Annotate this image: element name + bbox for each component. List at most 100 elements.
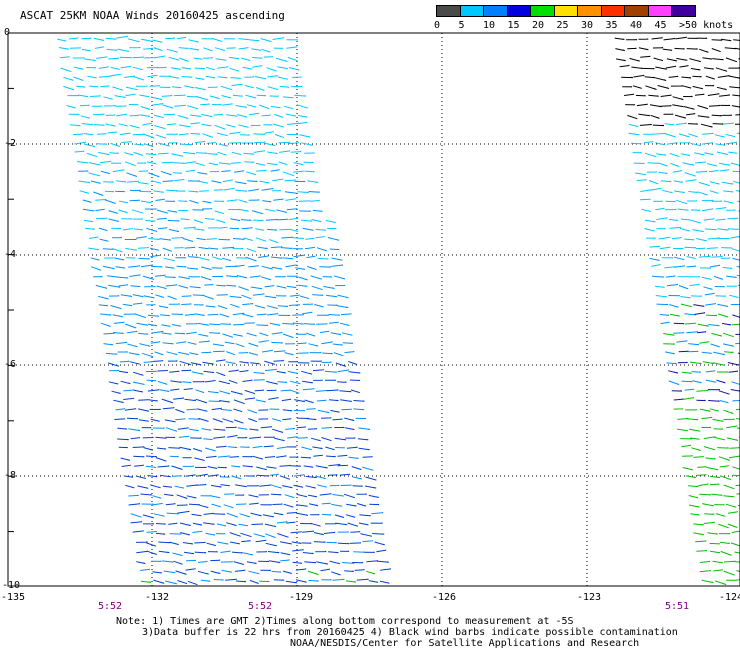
wind-barb [329,560,341,565]
wind-barb [670,162,680,167]
wind-barb [162,247,173,252]
wind-barb [680,218,691,221]
wind-barb [276,209,288,213]
wind-barb [723,190,734,193]
wind-barb [683,106,695,110]
wind-barb [118,209,128,214]
wind-barb [720,257,731,259]
wind-barb [103,104,116,107]
wind-barb [160,314,170,317]
wind-barb [180,532,190,536]
wind-barb [112,248,123,253]
wind-barb [215,359,226,362]
wind-barb [69,37,79,40]
legend-label: 30 [581,20,594,31]
wind-barb [198,340,210,343]
wind-barb [684,322,696,325]
wind-barb [95,284,108,289]
wind-barb [632,85,642,89]
wind-barb [210,559,221,562]
wind-barb [199,190,209,192]
wind-barb [282,323,295,325]
wind-barb [684,313,696,316]
wind-barb [196,237,206,241]
wind-barb [302,303,314,305]
wind-barb [630,142,642,145]
wind-barb [226,522,237,527]
wind-barb [228,369,239,372]
wind-barb [271,331,283,335]
wind-barb [95,217,108,219]
wind-barb [168,447,181,449]
wind-barb [705,379,717,383]
wind-barb [708,104,721,107]
wind-barb [655,66,667,70]
wind-barb [321,502,331,505]
wind-barb [274,437,285,442]
wind-barb [162,407,175,410]
wind-barb [635,94,646,97]
wind-barb [734,551,740,554]
wind-barb [248,112,260,116]
wind-barb [292,237,304,239]
wind-barb [217,466,227,469]
wind-barb [278,141,291,144]
wind-barb [162,560,174,563]
wind-barb [177,115,189,119]
wind-barb [306,332,316,337]
wind-barb [657,85,670,89]
wind-barb [287,370,299,374]
wind-barb [640,55,651,58]
wind-barb [715,143,726,146]
wind-barb [280,389,291,392]
wind-barb [662,48,673,51]
wind-barb [226,124,236,128]
wind-barb [155,532,166,535]
wind-barb [169,76,180,79]
wind-barb [74,141,86,145]
wind-barb [307,265,317,271]
wind-barb [184,313,195,316]
wind-barb [296,104,308,109]
legend-label: 45 [654,20,667,31]
wind-barb [174,94,186,97]
wind-barb [663,333,675,336]
wind-barb [108,381,119,385]
wind-barb [276,285,287,289]
wind-barb [723,495,735,498]
wind-barb [203,522,215,525]
wind-barb [290,150,302,153]
wind-barb [113,332,124,334]
wind-barb [675,36,687,40]
wind-barb [668,75,679,78]
wind-barb [181,67,192,70]
wind-barb [143,295,155,299]
wind-barb [717,447,729,449]
wind-barb [229,56,240,60]
wind-barb [104,190,115,193]
wind-barb [728,511,739,514]
wind-barb [237,114,248,118]
wind-barb [216,284,226,287]
wind-barb [125,484,135,489]
wind-barb [193,228,205,231]
wind-barb [718,390,730,395]
wind-barb [286,285,297,289]
wind-barb [110,305,122,310]
wind-barb [228,379,238,384]
wind-barb [263,56,273,58]
wind-barb [681,76,692,79]
wind-barb [103,332,115,335]
wind-barb [217,541,229,545]
wind-barb [358,522,369,526]
wind-barb [350,389,361,394]
wind-barb [133,389,144,393]
wind-barb [332,493,344,497]
wind-barb [715,218,726,221]
wind-barb [161,332,172,335]
wind-barb [166,189,178,192]
wind-barb [197,560,208,563]
wind-barb [735,408,740,411]
wind-barb [145,455,158,458]
wind-barb [138,257,150,260]
